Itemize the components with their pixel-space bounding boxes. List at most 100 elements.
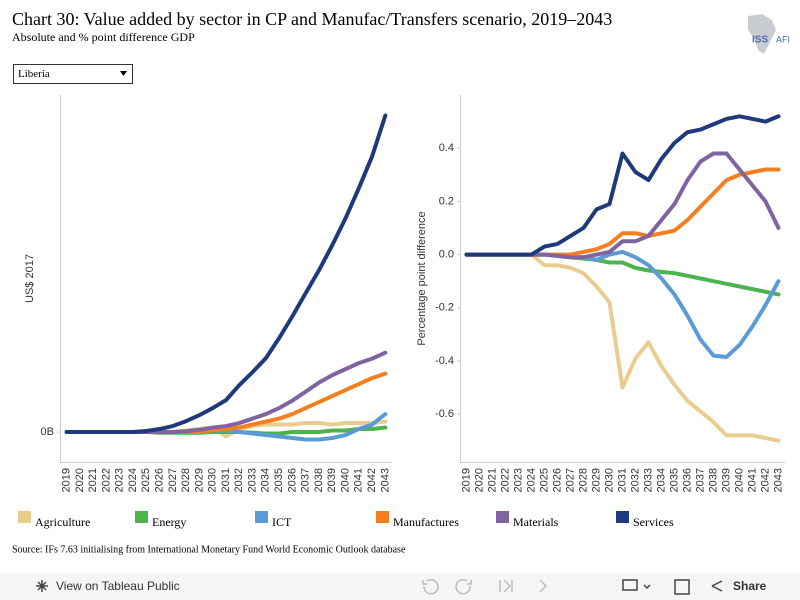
dropdown-arrow[interactable] [120, 71, 127, 76]
x-tick-label: 2040 [339, 468, 351, 492]
legend-label: ICT [272, 515, 292, 529]
x-tick-label: 2030 [207, 468, 219, 492]
x-tick-label: 2032 [629, 468, 641, 492]
legend-label: Agriculture [35, 515, 90, 529]
x-tick-label: 2033 [642, 468, 654, 492]
x-tick-label: 2038 [707, 468, 719, 492]
tableau-icon[interactable] [36, 580, 48, 592]
x-tick-label: 2022 [100, 468, 112, 492]
legend-label: Energy [152, 515, 186, 529]
x-tick-label: 2029 [193, 468, 205, 492]
legend-swatch [376, 511, 389, 523]
x-tick-label: 2039 [720, 468, 732, 492]
x-tick-label: 2035 [273, 468, 285, 492]
legend-swatch [496, 511, 509, 523]
y-tick-label: 0B [41, 426, 54, 438]
x-tick-label: 2040 [733, 468, 745, 492]
x-tick-label: 2037 [694, 468, 706, 492]
legend-label: Manufactures [393, 515, 459, 529]
x-tick-label: 2036 [681, 468, 693, 492]
x-tick-label: 2034 [260, 468, 272, 492]
toolbar-icons [422, 579, 548, 595]
series-line [464, 151, 781, 260]
x-tick-label: 2020 [473, 468, 485, 492]
x-tick-label: 2027 [564, 468, 576, 492]
legend-swatch [616, 511, 629, 523]
x-tick-label: 2021 [486, 468, 498, 492]
dropdown-value[interactable]: Liberia [18, 68, 50, 80]
x-tick-label: 2034 [655, 468, 667, 492]
logo-text: AFI [776, 34, 790, 44]
x-tick-label: 2022 [499, 468, 511, 492]
x-tick-label: 2042 [759, 468, 771, 492]
x-tick-label: 2027 [167, 468, 179, 492]
x-tick-label: 2028 [180, 468, 192, 492]
x-tick-label: 2023 [512, 468, 524, 492]
series-line [464, 249, 781, 359]
legend-label: Materials [513, 515, 559, 529]
y-tick-label: -0.2 [435, 302, 454, 314]
logo-map [748, 14, 776, 54]
redo-icon[interactable] [455, 579, 472, 595]
tableau-link[interactable]: View on Tableau Public [36, 579, 180, 593]
fullscreen-icon[interactable] [674, 579, 690, 595]
x-tick-label: 2041 [746, 468, 758, 492]
legend-label: Services [633, 515, 674, 529]
share-icon[interactable] [711, 580, 723, 592]
x-tick-label: 2037 [300, 468, 312, 492]
x-tick-label: 2024 [127, 468, 139, 492]
x-tick-label: 2024 [525, 468, 537, 492]
y-tick-label: 0.0 [439, 248, 454, 260]
pause-icon[interactable] [539, 579, 548, 593]
undo-icon[interactable] [422, 579, 439, 595]
x-tick-label: 2019 [460, 468, 472, 492]
x-tick-label: 2031 [616, 468, 628, 492]
x-tick-label: 2029 [590, 468, 602, 492]
x-tick-label: 2032 [233, 468, 245, 492]
x-tick-label: 2019 [61, 468, 73, 492]
series-line [464, 114, 781, 257]
x-tick-label: 2026 [154, 468, 166, 492]
toolbar [0, 573, 800, 600]
dropdown[interactable]: Liberia [13, 64, 133, 84]
x-tick-label: 2025 [140, 468, 152, 492]
x-tick-label: 2025 [538, 468, 550, 492]
x-tick-label: 2043 [772, 468, 784, 492]
series-line [464, 252, 781, 443]
series-line [464, 252, 781, 297]
y-tick-label: 0.4 [439, 142, 454, 154]
y-tick-label: -0.6 [435, 408, 454, 420]
x-tick-label: 2028 [577, 468, 589, 492]
download-caret[interactable] [643, 584, 651, 590]
y-tick-label: 0.2 [439, 195, 454, 207]
y-axis-label: Percentage point difference [416, 211, 428, 345]
dropdown-box[interactable] [13, 64, 133, 84]
x-tick-label: 2021 [87, 468, 99, 492]
x-tick-label: 2043 [379, 468, 391, 492]
x-tick-label: 2023 [114, 468, 126, 492]
legend-swatch [255, 511, 268, 523]
title: Chart 30: Value added by sector in CP an… [12, 9, 612, 29]
view-link[interactable]: View on Tableau Public [56, 579, 180, 593]
x-tick-label: 2033 [246, 468, 258, 492]
x-tick-label: 2039 [326, 468, 338, 492]
x-tick-label: 2038 [313, 468, 325, 492]
y-tick-label: -0.4 [435, 355, 454, 367]
legend-swatch [135, 511, 148, 523]
series-line [64, 113, 388, 435]
x-tick-label: 2035 [668, 468, 680, 492]
x-tick-label: 2026 [551, 468, 563, 492]
y-axis-label: US$ 2017 [24, 254, 36, 303]
share-link[interactable]: Share [733, 579, 767, 593]
revert-icon[interactable] [499, 579, 513, 593]
x-tick-label: 2030 [603, 468, 615, 492]
download-icon[interactable] [622, 579, 638, 591]
legend-swatch [18, 511, 31, 523]
x-tick-label: 2036 [286, 468, 298, 492]
x-tick-label: 2041 [353, 468, 365, 492]
logo-text: ISS [752, 35, 768, 46]
source: Source: IFs 7.63 initialising from Inter… [12, 544, 406, 555]
x-tick-label: 2020 [74, 468, 86, 492]
